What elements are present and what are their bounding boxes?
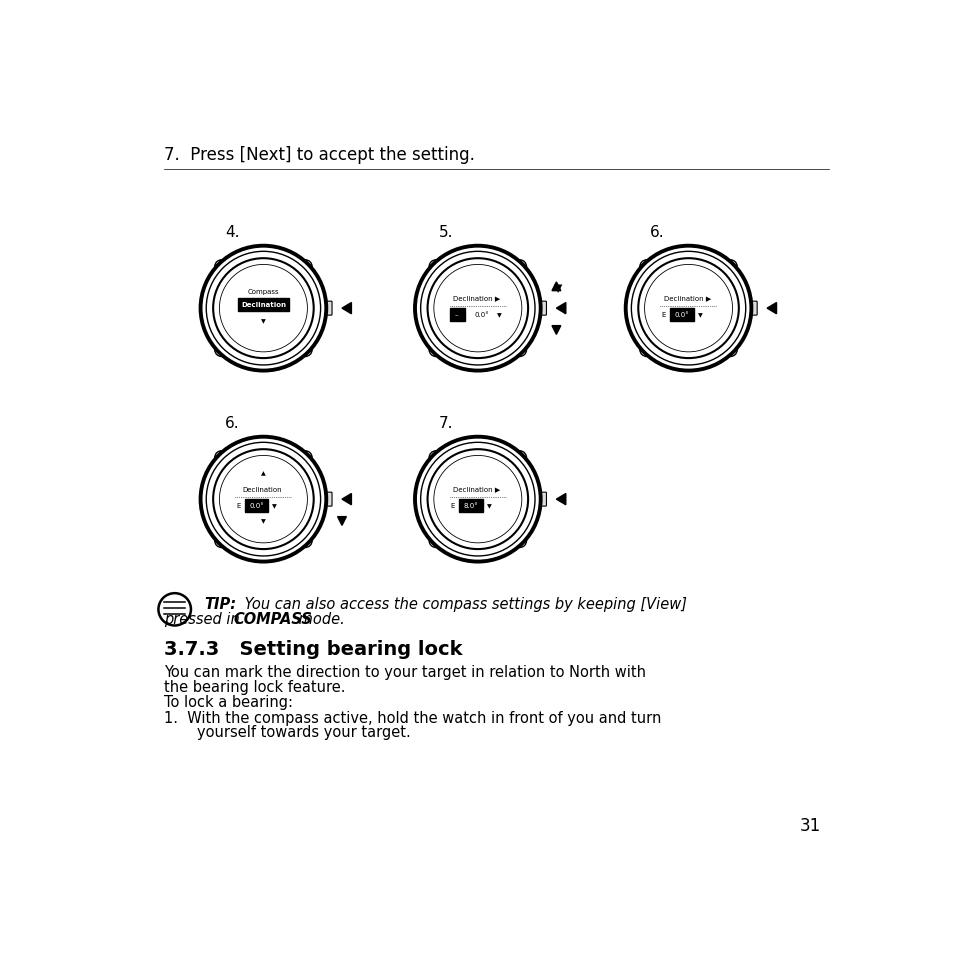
FancyBboxPatch shape [458, 499, 482, 513]
Text: 1.  With the compass active, hold the watch in front of you and turn: 1. With the compass active, hold the wat… [164, 710, 660, 725]
Text: [.............]: [.............] [248, 300, 278, 305]
Text: mode.: mode. [294, 612, 345, 627]
Text: ▼: ▼ [261, 519, 266, 524]
Text: 31: 31 [799, 816, 821, 834]
Text: To lock a bearing:: To lock a bearing: [164, 694, 293, 709]
FancyBboxPatch shape [669, 308, 693, 322]
Text: COMPASS: COMPASS [233, 612, 313, 627]
FancyBboxPatch shape [538, 493, 546, 507]
Text: 7.: 7. [438, 416, 454, 431]
Circle shape [722, 343, 737, 357]
Text: ▲: ▲ [261, 471, 266, 476]
Text: --: -- [455, 313, 459, 317]
Circle shape [214, 452, 229, 465]
Polygon shape [341, 494, 351, 505]
Circle shape [298, 343, 312, 357]
Circle shape [429, 452, 442, 465]
Polygon shape [337, 517, 346, 526]
Circle shape [429, 343, 442, 357]
Text: the bearing lock feature.: the bearing lock feature. [164, 679, 345, 694]
Circle shape [298, 260, 312, 274]
FancyBboxPatch shape [324, 493, 332, 507]
Text: You can mark the direction to your target in relation to North with: You can mark the direction to your targe… [164, 664, 645, 679]
Polygon shape [556, 303, 565, 314]
Circle shape [213, 259, 314, 358]
Polygon shape [766, 303, 776, 314]
Text: pressed in: pressed in [164, 612, 244, 627]
Text: E: E [660, 312, 665, 318]
Text: 6.: 6. [225, 416, 239, 431]
Circle shape [415, 437, 540, 562]
Text: Declination ▶: Declination ▶ [453, 295, 499, 301]
Circle shape [429, 260, 442, 274]
Text: E: E [235, 503, 240, 509]
Polygon shape [556, 494, 565, 505]
Text: 3.7.3   Setting bearing lock: 3.7.3 Setting bearing lock [164, 639, 461, 659]
Text: 0.0°: 0.0° [475, 312, 489, 318]
Circle shape [427, 450, 528, 550]
Circle shape [512, 260, 526, 274]
Text: Declination ▶: Declination ▶ [663, 295, 710, 301]
Text: ▼: ▼ [272, 503, 276, 508]
Text: ▼: ▼ [261, 319, 266, 324]
Text: 8.0°: 8.0° [463, 503, 477, 509]
Circle shape [625, 247, 751, 372]
Text: Compass: Compass [248, 289, 279, 294]
Text: ▼: ▼ [697, 313, 701, 317]
FancyBboxPatch shape [244, 499, 268, 513]
Circle shape [638, 259, 738, 358]
Circle shape [512, 343, 526, 357]
Polygon shape [341, 303, 351, 314]
FancyBboxPatch shape [749, 302, 757, 315]
Circle shape [427, 259, 528, 358]
FancyBboxPatch shape [324, 302, 332, 315]
FancyBboxPatch shape [238, 299, 288, 312]
Circle shape [722, 260, 737, 274]
Text: 0.0°: 0.0° [249, 503, 264, 509]
Polygon shape [552, 283, 560, 292]
FancyBboxPatch shape [538, 302, 546, 315]
Text: 6.: 6. [649, 225, 663, 240]
Circle shape [429, 535, 442, 548]
Circle shape [214, 260, 229, 274]
Text: Declination: Declination [242, 486, 282, 492]
Text: Declination: Declination [241, 302, 286, 308]
Circle shape [213, 450, 314, 550]
Polygon shape [552, 326, 560, 335]
Text: yourself towards your target.: yourself towards your target. [196, 724, 410, 740]
Text: 4.: 4. [225, 225, 239, 240]
Text: You can also access the compass settings by keeping [View]: You can also access the compass settings… [239, 597, 686, 611]
Circle shape [214, 343, 229, 357]
Text: E: E [450, 503, 455, 509]
Circle shape [512, 535, 526, 548]
Text: ◀: ◀ [553, 283, 562, 292]
Text: 0.0°: 0.0° [674, 312, 688, 318]
Circle shape [639, 343, 653, 357]
Circle shape [200, 247, 326, 372]
Circle shape [200, 437, 326, 562]
Text: 7.  Press [Next] to accept the setting.: 7. Press [Next] to accept the setting. [164, 146, 474, 164]
Text: ▼: ▼ [497, 313, 501, 317]
Circle shape [639, 260, 653, 274]
Circle shape [298, 535, 312, 548]
Text: 5.: 5. [438, 225, 454, 240]
Text: ▼: ▼ [486, 503, 491, 508]
Circle shape [512, 452, 526, 465]
Text: Declination ▶: Declination ▶ [453, 486, 499, 492]
Circle shape [298, 452, 312, 465]
FancyBboxPatch shape [450, 308, 464, 322]
Circle shape [214, 535, 229, 548]
Circle shape [415, 247, 540, 372]
Text: TIP:: TIP: [204, 597, 236, 611]
